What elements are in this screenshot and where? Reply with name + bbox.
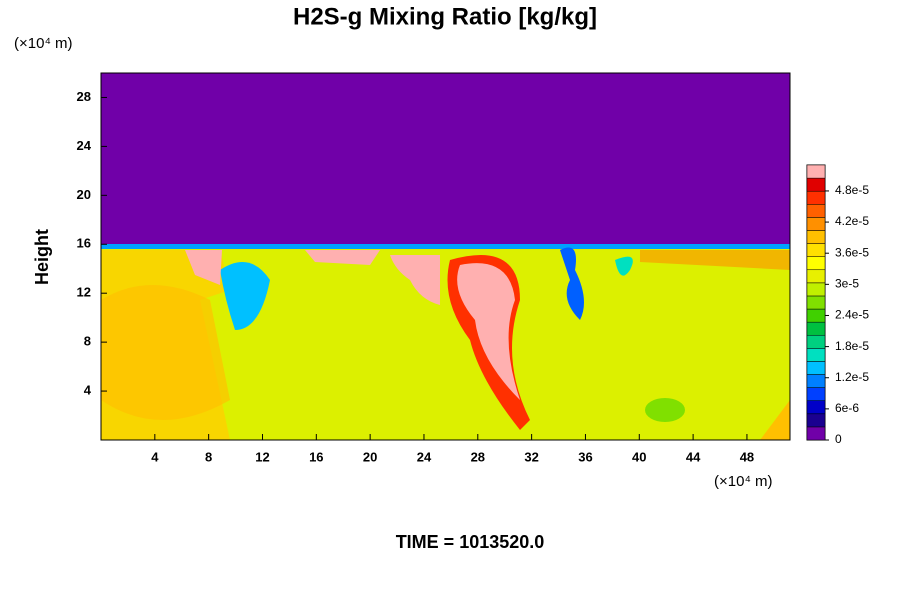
x-tick-label: 24 [417, 449, 432, 464]
x-tick-label: 40 [632, 449, 646, 464]
y-axis-label: Height [32, 229, 52, 285]
field-blob [560, 247, 584, 320]
colorbar-band [806, 164, 826, 179]
colorbar-band [806, 426, 826, 441]
colorbar-label: 1.8e-5 [835, 339, 869, 353]
colorbar-band [806, 217, 826, 231]
colorbar-band [806, 413, 826, 428]
field [101, 73, 790, 440]
y-unit: (×10⁴ m) [14, 35, 73, 52]
colorbar-label: 2.4e-5 [835, 308, 869, 322]
field-blob [101, 285, 230, 420]
colorbar-band [806, 361, 826, 375]
field-blob [220, 262, 270, 330]
x-tick-label: 16 [309, 449, 323, 464]
colorbar-band [806, 230, 826, 244]
colorbar-band [806, 374, 826, 388]
x-tick-label: 12 [255, 449, 269, 464]
x-tick-label: 4 [151, 449, 159, 464]
colorbar-band [806, 400, 826, 415]
colorbar-label: 6e-6 [835, 401, 859, 415]
colorbar-band [806, 334, 826, 349]
colorbar-band [806, 295, 826, 310]
field-blob [645, 398, 685, 422]
x-tick-label: 48 [740, 449, 754, 464]
field-top [101, 73, 790, 247]
colorbar-label: 3e-5 [835, 277, 859, 291]
y-tick-label: 8 [84, 334, 91, 349]
x-unit: (×10⁴ m) [714, 473, 773, 490]
x-tick-label: 8 [205, 449, 212, 464]
x-tick-label: 44 [686, 449, 701, 464]
colorbar-label: 1.2e-5 [835, 370, 869, 384]
colorbar-band [806, 243, 826, 257]
field-blob [390, 255, 440, 305]
y-tick-label: 24 [77, 138, 92, 153]
field-edge [101, 244, 790, 249]
x-tick-label: 36 [578, 449, 592, 464]
colorbar-band [806, 321, 826, 336]
x-tick-label: 20 [363, 449, 377, 464]
y-tick-label: 4 [84, 383, 92, 398]
y-tick-label: 16 [77, 236, 91, 251]
x-tick-label: 32 [524, 449, 538, 464]
colorbar-band [806, 387, 826, 401]
y-tick-label: 12 [77, 285, 91, 300]
colorbar-label: 0 [835, 432, 842, 446]
x-tick-label: 28 [471, 449, 485, 464]
field-blob [305, 250, 380, 265]
colorbar-band [806, 269, 826, 284]
colorbar-label: 4.2e-5 [835, 214, 869, 228]
colorbar-band [806, 308, 826, 323]
chart-title: H2S-g Mixing Ratio [kg/kg] [293, 3, 597, 30]
colorbar-band [806, 256, 826, 271]
colorbar-band [806, 190, 826, 205]
field-blob [760, 400, 790, 440]
colorbar-band [806, 177, 826, 192]
y-tick-label: 28 [77, 89, 91, 104]
colorbar-band [806, 204, 826, 218]
y-tick-label: 20 [77, 187, 91, 202]
field-blob [615, 256, 633, 276]
colorbar-label: 4.8e-5 [835, 183, 869, 197]
colorbar-label: 3.6e-5 [835, 245, 869, 259]
field-blob [185, 250, 222, 285]
colorbar-band [806, 282, 826, 297]
colorbar-band [806, 348, 826, 362]
plot-frame [100, 72, 791, 441]
field-blob [457, 263, 520, 400]
footer: TIME = 1013520.0 [396, 532, 545, 552]
field-blob [640, 250, 790, 270]
